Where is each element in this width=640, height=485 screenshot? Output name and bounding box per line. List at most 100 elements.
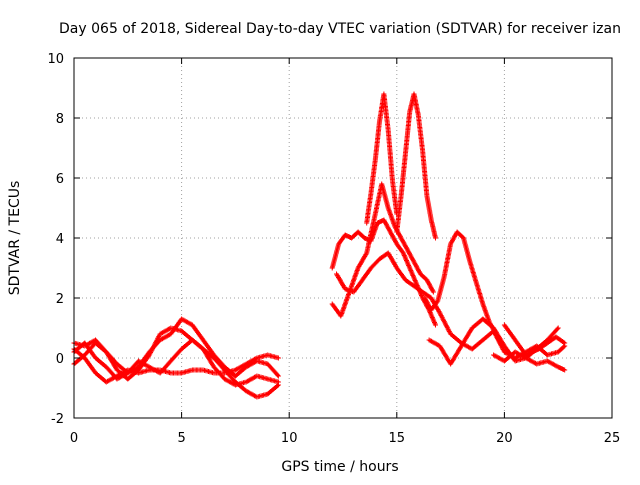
data-point	[191, 369, 193, 371]
x-tick-label: 25	[604, 431, 621, 446]
x-tick-label: 0	[70, 431, 78, 446]
data-point	[419, 273, 421, 275]
x-tick-label: 20	[496, 431, 513, 446]
data-point	[413, 285, 415, 287]
data-point	[277, 357, 279, 359]
data-point	[256, 357, 258, 359]
data-point	[555, 336, 557, 338]
data-point	[396, 231, 398, 233]
data-point	[439, 345, 441, 347]
data-point	[430, 309, 432, 311]
data-point	[413, 93, 415, 95]
data-point	[191, 324, 193, 326]
data-point	[116, 369, 118, 371]
data-point	[127, 372, 129, 374]
data-point	[376, 222, 378, 224]
data-point	[159, 372, 161, 374]
data-layer	[71, 91, 568, 400]
data-point	[426, 195, 428, 197]
data-point	[170, 372, 172, 374]
data-point	[344, 234, 346, 236]
series-sat-f	[329, 181, 436, 319]
data-point	[396, 267, 398, 269]
data-point	[338, 243, 340, 245]
data-point	[493, 327, 495, 329]
series-sat-d	[71, 337, 281, 388]
data-point	[538, 348, 540, 350]
y-tick-label: 10	[47, 52, 64, 67]
data-point	[460, 345, 462, 347]
marker-trace	[394, 91, 438, 241]
data-point	[361, 279, 363, 281]
data-point	[525, 357, 527, 359]
data-point	[383, 219, 385, 221]
data-point	[234, 375, 236, 377]
data-point	[277, 381, 279, 383]
data-point	[525, 354, 527, 356]
data-point	[450, 363, 452, 365]
data-point	[336, 273, 338, 275]
data-point	[394, 225, 396, 227]
data-point	[213, 354, 215, 356]
data-point	[234, 381, 236, 383]
data-point	[181, 372, 183, 374]
data-point	[409, 267, 411, 269]
data-point	[557, 327, 559, 329]
data-point	[564, 345, 566, 347]
data-point	[344, 288, 346, 290]
data-point	[256, 360, 258, 362]
data-point	[256, 375, 258, 377]
data-point	[426, 279, 428, 281]
data-point	[482, 339, 484, 341]
data-point	[402, 252, 404, 254]
data-point	[514, 357, 516, 359]
ticks: 0 5 10 15 20 25 -2 0 2 4 6 8 10	[47, 52, 620, 446]
series-sat-g	[364, 91, 400, 226]
data-point	[396, 243, 398, 245]
data-point	[379, 258, 381, 260]
data-point	[430, 219, 432, 221]
data-point	[213, 372, 215, 374]
data-point	[435, 237, 437, 239]
y-tick-label: 2	[56, 292, 64, 307]
data-point	[366, 222, 368, 224]
data-point	[170, 327, 172, 329]
data-point	[374, 159, 376, 161]
data-point	[267, 393, 269, 395]
data-point	[116, 363, 118, 365]
data-point	[267, 354, 269, 356]
data-point	[213, 366, 215, 368]
series-sat-l	[437, 310, 568, 361]
data-point	[443, 276, 445, 278]
series-sat-i	[334, 250, 443, 316]
data-point	[471, 327, 473, 329]
data-point	[138, 369, 140, 371]
data-point	[245, 390, 247, 392]
data-point	[389, 231, 391, 233]
data-point	[424, 297, 426, 299]
data-point	[159, 333, 161, 335]
data-point	[404, 279, 406, 281]
data-point	[514, 339, 516, 341]
data-point	[95, 342, 97, 344]
data-point	[331, 303, 333, 305]
data-point	[417, 114, 419, 116]
data-point	[159, 339, 161, 341]
data-point	[138, 360, 140, 362]
data-point	[536, 363, 538, 365]
data-point	[84, 357, 86, 359]
data-point	[202, 339, 204, 341]
data-point	[546, 360, 548, 362]
data-point	[503, 360, 505, 362]
data-point	[503, 345, 505, 347]
data-point	[536, 345, 538, 347]
data-point	[463, 237, 465, 239]
series-sat-h	[394, 91, 438, 241]
data-point	[379, 120, 381, 122]
x-tick-label: 10	[281, 431, 298, 446]
y-tick-label: -2	[51, 412, 64, 427]
data-point	[430, 297, 432, 299]
data-point	[503, 351, 505, 353]
data-point	[514, 351, 516, 353]
data-point	[564, 342, 566, 344]
